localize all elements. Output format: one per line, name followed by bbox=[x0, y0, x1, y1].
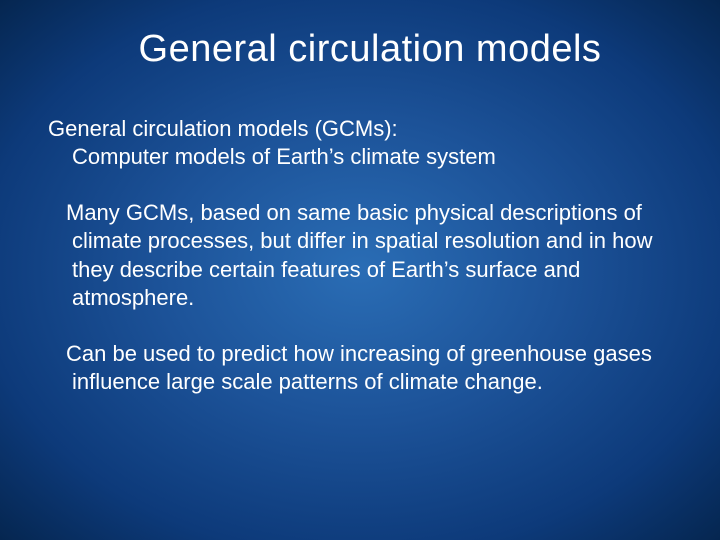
slide-body: General circulation models (GCMs): Compu… bbox=[48, 115, 672, 396]
slide-title: General circulation models bbox=[78, 28, 662, 71]
body-paragraph-3: Can be used to predict how increasing of… bbox=[58, 340, 672, 396]
slide: General circulation models General circu… bbox=[0, 0, 720, 540]
body-paragraph-2: Many GCMs, based on same basic physical … bbox=[58, 199, 672, 312]
body-line-2: Computer models of Earth’s climate syste… bbox=[72, 143, 672, 171]
body-line-1: General circulation models (GCMs): bbox=[48, 115, 672, 143]
